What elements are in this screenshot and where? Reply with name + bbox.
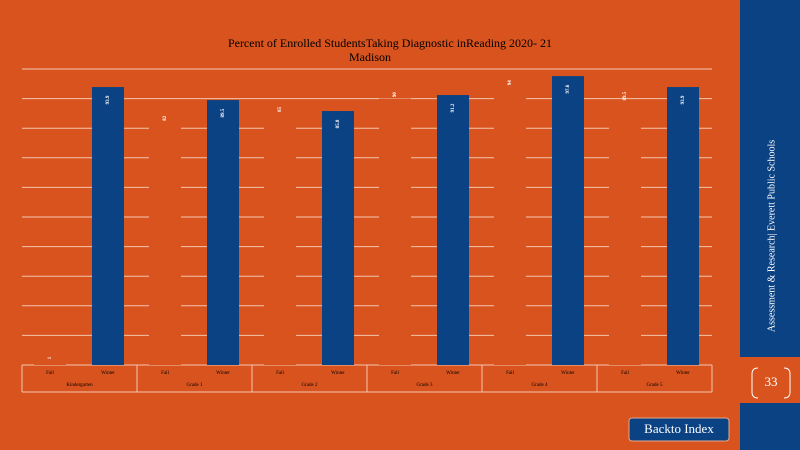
series-label: Fall bbox=[621, 371, 629, 376]
bar bbox=[322, 111, 354, 365]
category-label: Grade 1 bbox=[187, 383, 203, 388]
sidebar-text: Assessment & Research| Everett Public Sc… bbox=[766, 140, 777, 332]
chart-subtitle: Madison bbox=[349, 50, 391, 64]
series-label: Winter bbox=[561, 371, 575, 376]
value-label: 89.5 bbox=[623, 91, 628, 100]
value-label: 90 bbox=[393, 92, 398, 98]
category-label: Grade 5 bbox=[647, 383, 663, 388]
bar bbox=[609, 100, 641, 365]
value-label: 85 bbox=[278, 106, 283, 112]
series-label: Fall bbox=[161, 371, 169, 376]
sidebar-bottom bbox=[740, 403, 800, 450]
series-label: Winter bbox=[216, 371, 230, 376]
bar bbox=[437, 95, 469, 365]
value-label: 97.6 bbox=[566, 84, 571, 93]
bar bbox=[379, 98, 411, 365]
series-label: Winter bbox=[676, 371, 690, 376]
value-label: 85.8 bbox=[336, 119, 341, 128]
bar bbox=[494, 86, 526, 365]
bar bbox=[207, 100, 239, 365]
bar bbox=[34, 362, 66, 365]
value-label: 82 bbox=[163, 115, 168, 121]
series-label: Winter bbox=[331, 371, 345, 376]
sidebar bbox=[740, 0, 800, 357]
series-label: Fall bbox=[391, 371, 399, 376]
bar bbox=[264, 113, 296, 366]
value-label: 89.5 bbox=[221, 108, 226, 117]
category-label: Grade 4 bbox=[532, 383, 548, 388]
category-label: Grade 3 bbox=[417, 383, 433, 388]
category-label: Kindergarten bbox=[66, 383, 93, 388]
series-label: Winter bbox=[446, 371, 460, 376]
series-label: Fall bbox=[46, 371, 54, 376]
bar bbox=[552, 76, 584, 365]
page-frame bbox=[751, 367, 791, 399]
value-label: 93.9 bbox=[106, 95, 111, 104]
series-label: Fall bbox=[276, 371, 284, 376]
category-label: Grade 2 bbox=[302, 383, 318, 388]
back-button[interactable] bbox=[628, 417, 730, 442]
bar bbox=[92, 87, 124, 365]
value-label: 1 bbox=[48, 356, 53, 359]
value-label: 93.9 bbox=[681, 95, 686, 104]
back-button-label[interactable]: Backto Index bbox=[644, 421, 714, 436]
chart-title: Percent of Enrolled StudentsTaking Diagn… bbox=[228, 36, 552, 50]
bar bbox=[667, 87, 699, 365]
value-label: 94 bbox=[508, 80, 513, 86]
value-label: 91.2 bbox=[451, 103, 456, 112]
series-label: Fall bbox=[506, 371, 514, 376]
bar bbox=[149, 122, 181, 365]
page-number: 33 bbox=[765, 374, 778, 389]
series-label: Winter bbox=[101, 371, 115, 376]
